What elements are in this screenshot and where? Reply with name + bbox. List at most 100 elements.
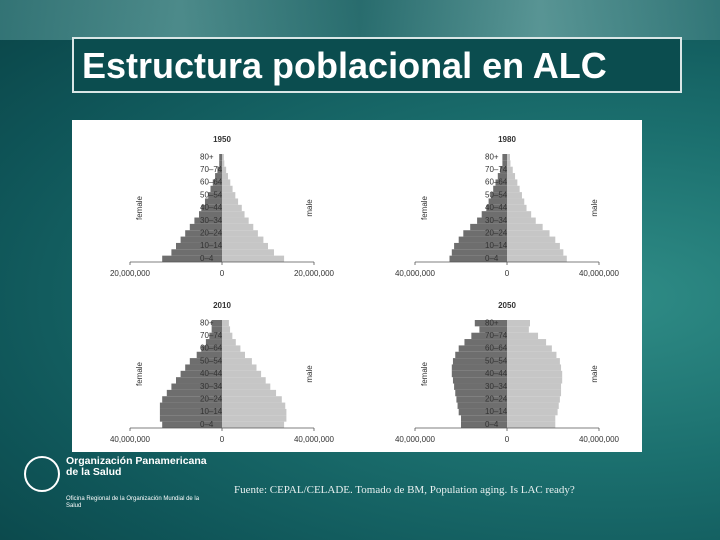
male-bar bbox=[507, 320, 530, 327]
logo-globe bbox=[24, 456, 60, 492]
chart-title: 1950 bbox=[213, 135, 231, 144]
female-bar bbox=[464, 339, 507, 346]
x-tick-label: 40,000,000 bbox=[395, 435, 436, 444]
male-bar bbox=[222, 154, 224, 161]
female-bar bbox=[488, 198, 507, 205]
male-bar bbox=[507, 383, 562, 390]
category-label: 70–74 bbox=[200, 165, 223, 174]
category-label: 80+ bbox=[485, 318, 499, 327]
male-bar bbox=[222, 192, 236, 199]
female-bar bbox=[502, 160, 507, 167]
female-bar bbox=[171, 383, 222, 390]
x-tick-label: 40,000,000 bbox=[294, 435, 335, 444]
category-label: 50–54 bbox=[200, 356, 223, 365]
chart-title: 2050 bbox=[498, 301, 516, 310]
male-bar bbox=[222, 255, 285, 262]
female-bar bbox=[210, 185, 222, 193]
female-bar bbox=[176, 242, 222, 250]
female-bar bbox=[159, 402, 222, 409]
x-tick-label: 0 bbox=[505, 435, 510, 444]
category-label: 80+ bbox=[200, 152, 214, 161]
female-bar bbox=[176, 377, 222, 384]
male-bar bbox=[507, 396, 560, 403]
legend-label: female bbox=[135, 195, 144, 220]
female-bar bbox=[458, 236, 507, 243]
category-label: 0–4 bbox=[485, 420, 499, 429]
female-bar bbox=[201, 345, 222, 352]
category-label: 10–14 bbox=[200, 407, 223, 416]
female-bar bbox=[486, 204, 507, 212]
male-bar bbox=[507, 326, 529, 333]
chart-title: 1980 bbox=[498, 135, 516, 144]
female-bar bbox=[209, 332, 222, 340]
category-label: 60–64 bbox=[200, 344, 223, 353]
male-bar bbox=[222, 198, 239, 205]
male-bar bbox=[222, 249, 274, 256]
male-bar bbox=[507, 408, 558, 416]
legend-label: male bbox=[590, 199, 599, 217]
male-bar bbox=[507, 402, 559, 409]
category-label: 50–54 bbox=[485, 190, 508, 199]
male-bar bbox=[222, 396, 282, 403]
female-bar bbox=[201, 204, 222, 212]
female-bar bbox=[196, 351, 222, 359]
male-bar bbox=[222, 402, 286, 409]
male-bar bbox=[222, 179, 231, 186]
x-tick-label: 40,000,000 bbox=[579, 269, 620, 278]
legend-label: female bbox=[135, 361, 144, 386]
category-label: 70–74 bbox=[200, 331, 223, 340]
logo: Organización Panamericana de la Salud Of… bbox=[22, 452, 222, 522]
female-bar bbox=[449, 255, 507, 262]
male-bar bbox=[222, 204, 242, 212]
male-bar bbox=[222, 326, 231, 333]
male-bar bbox=[507, 185, 520, 193]
female-bar bbox=[211, 326, 222, 333]
female-bar bbox=[454, 242, 507, 250]
male-bar bbox=[222, 211, 245, 218]
male-bar bbox=[222, 332, 233, 340]
female-bar bbox=[479, 326, 507, 333]
female-bar bbox=[180, 236, 222, 243]
female-bar bbox=[495, 179, 507, 186]
category-label: 0–4 bbox=[200, 254, 214, 263]
female-bar bbox=[452, 377, 507, 384]
category-label: 50–54 bbox=[485, 356, 508, 365]
male-bar bbox=[507, 415, 556, 422]
male-bar bbox=[507, 179, 518, 186]
female-bar bbox=[471, 332, 507, 340]
male-bar bbox=[222, 223, 254, 231]
female-bar bbox=[185, 230, 222, 237]
female-bar bbox=[162, 255, 222, 262]
chart-panel: 1950 female male 0–4 10–14 20–24 30–34 40–44 50–… bbox=[72, 120, 642, 452]
female-bar bbox=[457, 402, 507, 409]
legend-label: female bbox=[420, 361, 429, 386]
female-bar bbox=[481, 211, 507, 218]
male-bar bbox=[222, 242, 268, 250]
female-bar bbox=[171, 249, 222, 256]
male-bar bbox=[222, 364, 257, 371]
female-bar bbox=[159, 415, 222, 422]
male-bar bbox=[222, 217, 249, 224]
male-bar bbox=[222, 351, 245, 359]
male-bar bbox=[507, 364, 562, 371]
female-bar bbox=[194, 217, 222, 224]
chart-title: 2010 bbox=[213, 301, 231, 310]
female-bar bbox=[185, 364, 222, 371]
male-bar bbox=[222, 339, 236, 346]
male-bar bbox=[507, 173, 516, 180]
male-bar bbox=[507, 351, 557, 359]
female-bar bbox=[474, 320, 507, 327]
category-label: 0–4 bbox=[200, 420, 214, 429]
female-bar bbox=[451, 249, 507, 256]
legend-label: male bbox=[305, 199, 314, 217]
female-bar bbox=[458, 345, 507, 352]
male-bar bbox=[507, 389, 562, 397]
x-tick-label: 0 bbox=[505, 269, 510, 278]
male-bar bbox=[507, 217, 536, 224]
source-note: Fuente: CEPAL/CELADE. Tomado de BM, Popu… bbox=[234, 484, 575, 496]
male-bar bbox=[507, 358, 560, 365]
header-photos bbox=[0, 0, 720, 40]
female-bar bbox=[470, 223, 507, 231]
female-bar bbox=[451, 370, 507, 378]
